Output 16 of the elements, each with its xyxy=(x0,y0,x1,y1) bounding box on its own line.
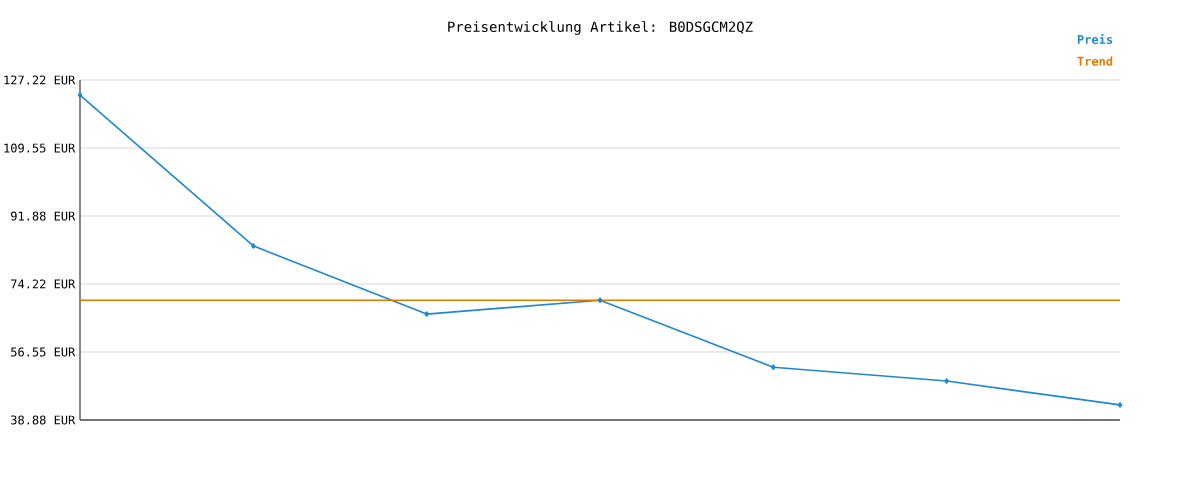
y-tick-label: 38.88 EUR xyxy=(11,415,76,425)
point xyxy=(77,92,83,98)
y-tick-label: 91.88 EUR xyxy=(11,211,76,221)
text: Trend xyxy=(1077,56,1113,66)
point xyxy=(597,297,603,304)
point xyxy=(771,364,776,370)
chart-title: Preisentwicklung Artikel: B0DSGCM2QZ xyxy=(448,21,753,35)
point xyxy=(251,243,256,249)
text: Preis xyxy=(1077,34,1113,44)
y-tick-label: 74.22 EUR xyxy=(11,279,76,289)
y-tick-label: 109.55 EUR xyxy=(4,143,76,153)
y-tick-label: 56.55 EUR xyxy=(11,347,76,357)
point xyxy=(424,311,429,317)
point xyxy=(944,378,949,384)
point xyxy=(1117,402,1123,408)
y-tick-label: 127.22 EUR xyxy=(4,75,76,85)
